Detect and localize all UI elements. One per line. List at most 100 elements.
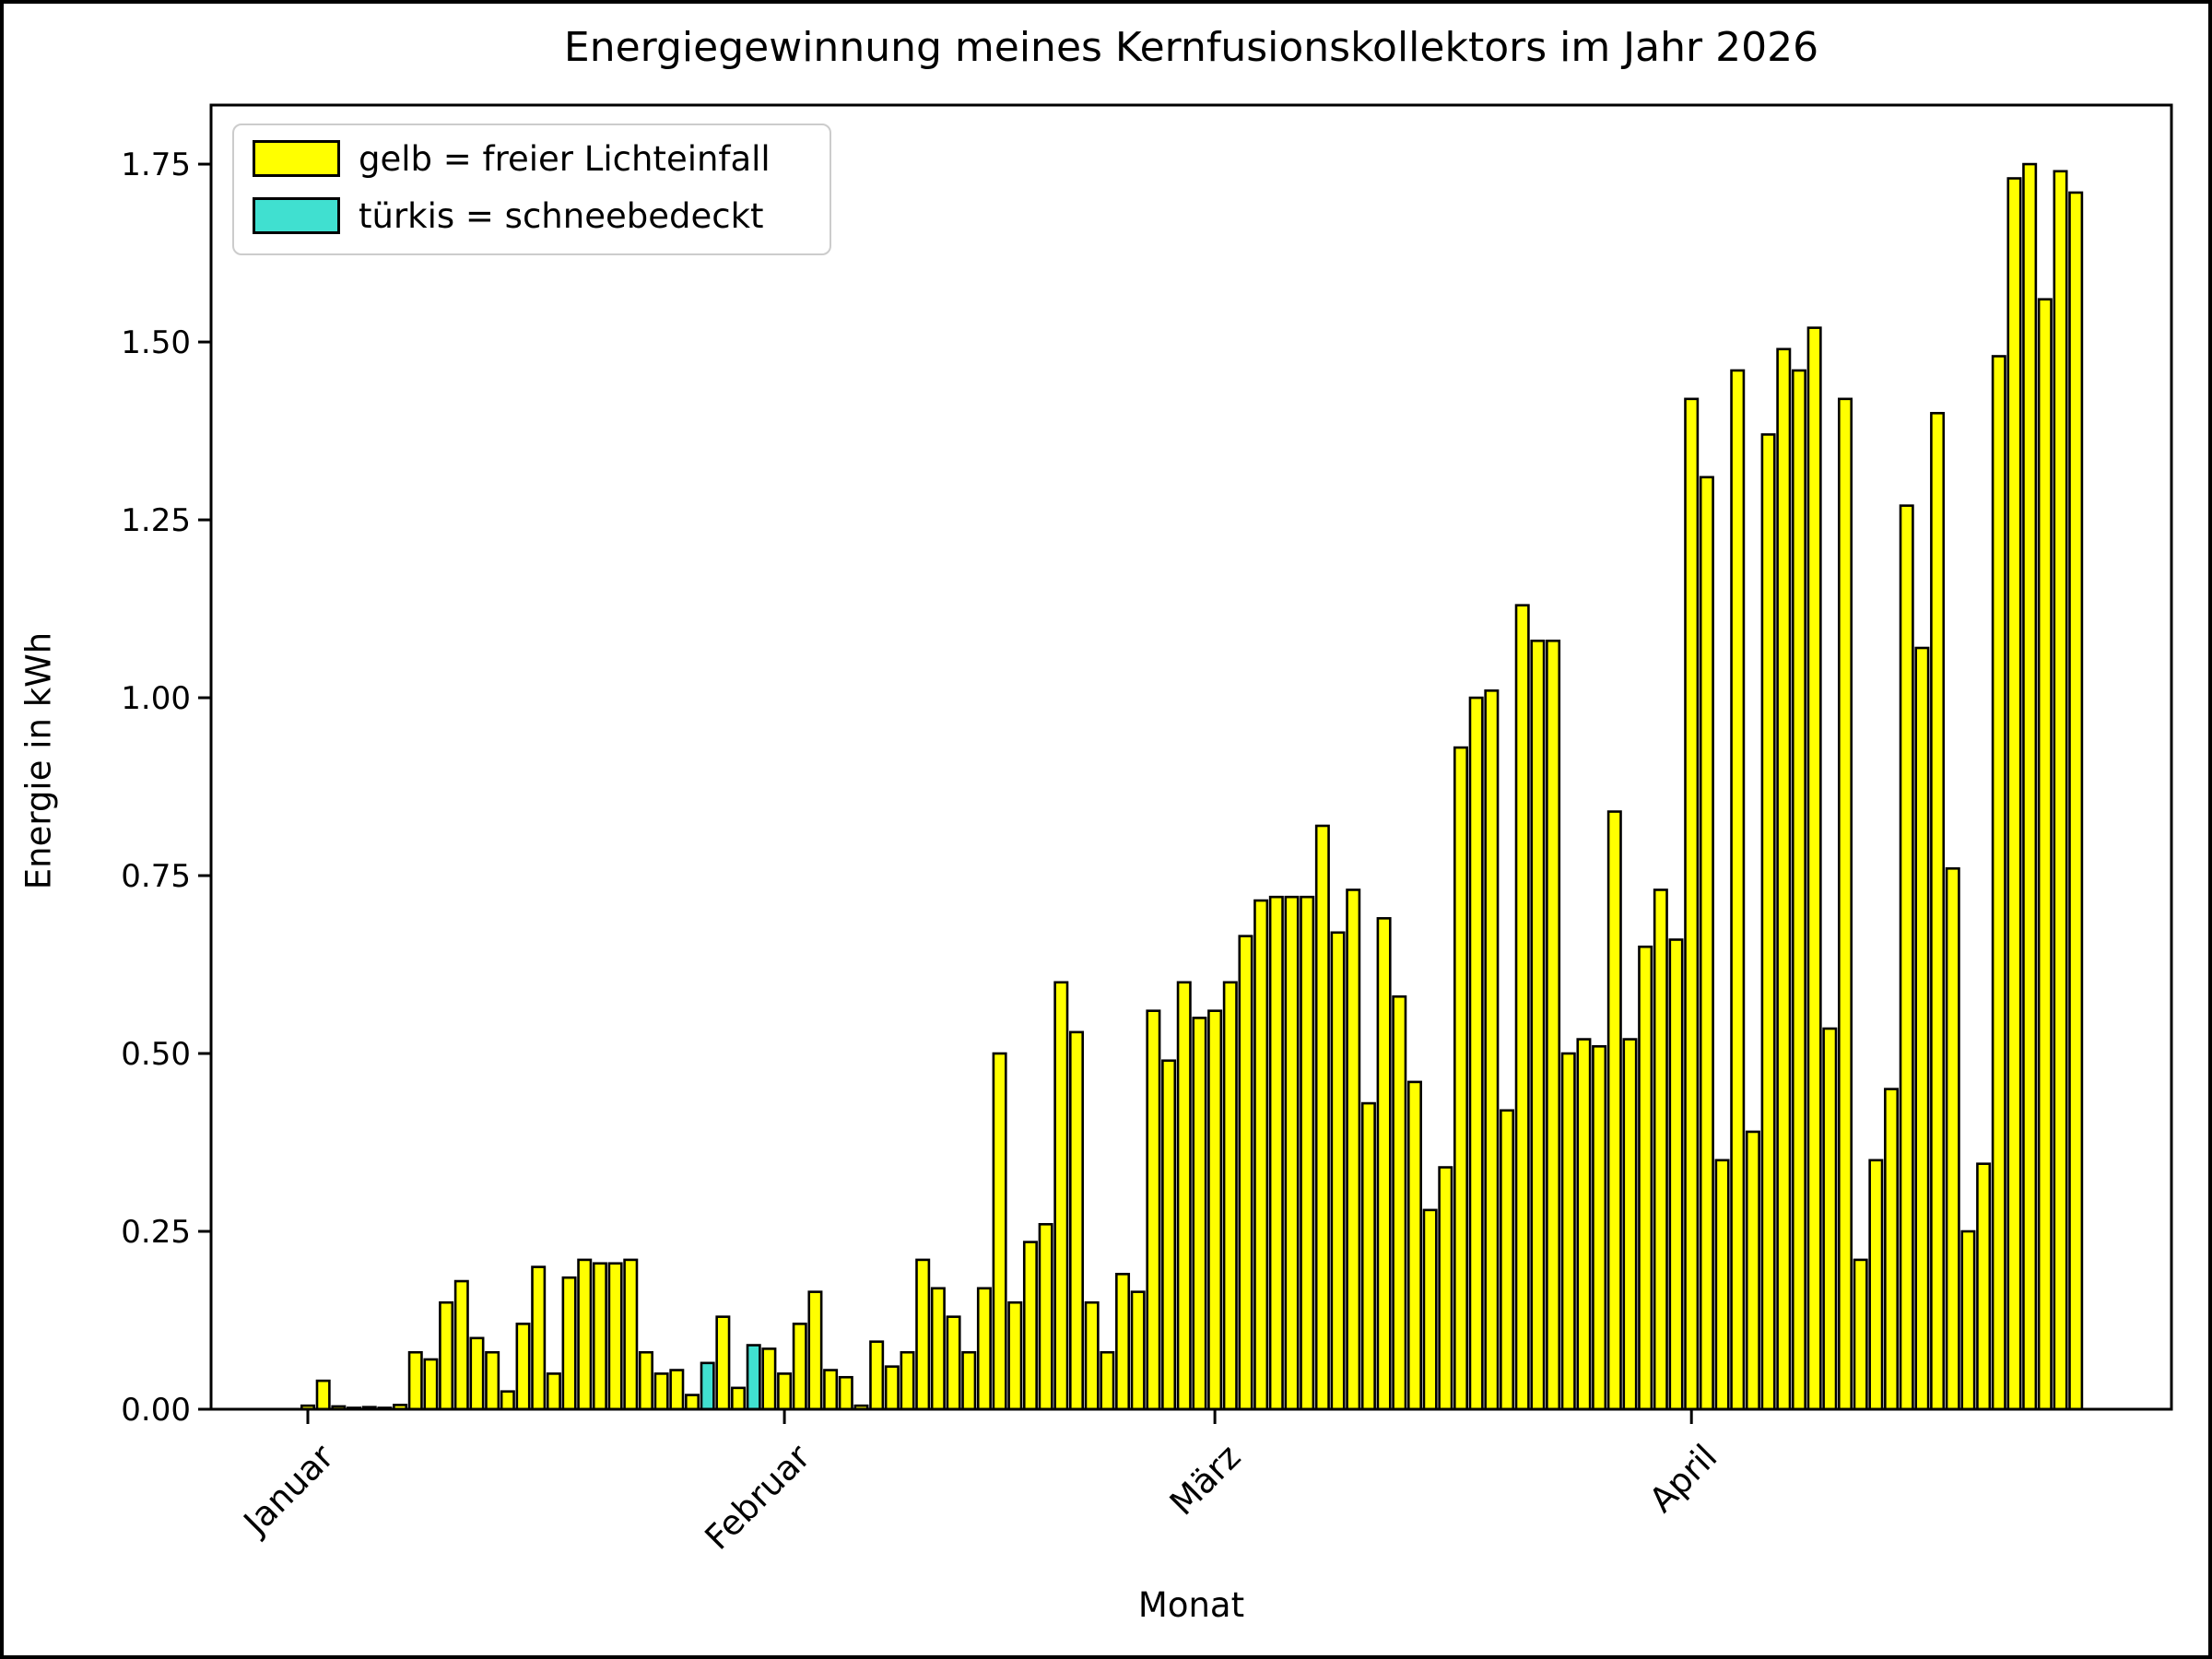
bar-day-55 xyxy=(1130,1290,1146,1411)
bar-day-109 xyxy=(1960,1230,1976,1411)
bar-day-98 xyxy=(1791,369,1806,1411)
bar-day-96 xyxy=(1760,433,1776,1411)
legend-swatch-turquoise-icon xyxy=(253,197,340,234)
axes-frame xyxy=(209,103,2173,1411)
bar-day-60 xyxy=(1207,1009,1223,1411)
bar-day-36 xyxy=(838,1375,853,1411)
bar-day-87 xyxy=(1622,1038,1638,1411)
x-tick-label-februar: Februar xyxy=(697,1437,818,1558)
bar-day-69 xyxy=(1346,888,1361,1411)
bar-day-85 xyxy=(1592,1045,1607,1411)
bar-day-86 xyxy=(1606,810,1622,1411)
bar-day-99 xyxy=(1806,326,1822,1411)
bar-day-90 xyxy=(1668,938,1684,1411)
y-tick-label: 1.25 xyxy=(121,502,191,539)
bar-day-18 xyxy=(561,1276,577,1411)
bar-day-112 xyxy=(2006,177,2022,1411)
bar-day-67 xyxy=(1314,824,1330,1411)
bar-day-72 xyxy=(1392,994,1407,1411)
bar-day-113 xyxy=(2022,162,2038,1411)
bar-day-17 xyxy=(546,1372,561,1411)
y-tick-label: 1.50 xyxy=(121,324,191,361)
bar-day-44 xyxy=(961,1350,977,1411)
bar-day-75 xyxy=(1438,1166,1453,1411)
bar-day-102 xyxy=(1853,1258,1868,1411)
bar-day-104 xyxy=(1884,1088,1900,1411)
bar-day-22 xyxy=(623,1258,639,1411)
bar-day-23 xyxy=(638,1350,653,1411)
y-tick-label: 0.00 xyxy=(121,1392,191,1429)
bar-day-9 xyxy=(423,1358,439,1411)
bar-day-77 xyxy=(1468,696,1484,1411)
bar-day-82 xyxy=(1546,639,1561,1411)
bar-day-52 xyxy=(1084,1300,1100,1411)
bar-day-89 xyxy=(1653,888,1668,1411)
bar-day-21 xyxy=(607,1262,623,1411)
bar-day-42 xyxy=(930,1287,946,1411)
legend: gelb = freier Lichteinfall türkis = schn… xyxy=(232,124,831,255)
bar-day-13 xyxy=(485,1350,500,1411)
bar-day-65 xyxy=(1284,895,1300,1411)
bar-day-59 xyxy=(1192,1017,1207,1411)
bar-day-12 xyxy=(469,1336,485,1411)
bar-day-46 xyxy=(992,1052,1007,1411)
bar-day-70 xyxy=(1360,1101,1376,1411)
bar-day-53 xyxy=(1100,1350,1115,1411)
y-tick-label: 0.75 xyxy=(121,858,191,895)
bar-day-107 xyxy=(1930,411,1946,1411)
bar-day-11 xyxy=(453,1279,469,1411)
bar-day-24 xyxy=(653,1372,669,1411)
bar-day-28 xyxy=(715,1315,731,1411)
bar-day-56 xyxy=(1146,1009,1161,1411)
bar-day-2 xyxy=(315,1379,331,1411)
bar-day-20 xyxy=(592,1262,607,1411)
bar-day-79 xyxy=(1500,1109,1515,1411)
legend-label-free-light: gelb = freier Lichteinfall xyxy=(359,138,771,179)
bar-day-45 xyxy=(976,1287,992,1411)
bar-day-108 xyxy=(1945,867,1960,1411)
bar-day-74 xyxy=(1422,1208,1438,1411)
bar-day-31 xyxy=(761,1347,777,1411)
bar-day-76 xyxy=(1453,746,1469,1411)
x-tick-label-januar: Januar xyxy=(236,1437,342,1543)
bar-day-34 xyxy=(807,1290,823,1411)
bar-day-38 xyxy=(869,1340,885,1411)
bar-day-29 xyxy=(731,1386,747,1411)
bar-day-100 xyxy=(1822,1027,1838,1411)
x-tick-label-märz: März xyxy=(1162,1437,1249,1524)
bar-day-103 xyxy=(1868,1159,1884,1411)
bar-day-27 xyxy=(700,1361,715,1411)
bar-day-39 xyxy=(884,1365,900,1411)
bar-day-43 xyxy=(946,1315,961,1411)
legend-label-snow-covered: türkis = schneebedeckt xyxy=(359,195,764,236)
y-tick-label: 1.75 xyxy=(121,147,191,183)
bar-day-63 xyxy=(1253,899,1269,1411)
bar-day-106 xyxy=(1914,646,1930,1411)
bar-day-94 xyxy=(1730,369,1746,1411)
bar-day-33 xyxy=(792,1323,807,1411)
bar-day-110 xyxy=(1976,1162,1992,1411)
bar-day-61 xyxy=(1222,981,1238,1411)
bar-day-16 xyxy=(531,1265,547,1411)
bar-day-95 xyxy=(1745,1130,1760,1411)
bar-day-114 xyxy=(2037,298,2053,1411)
bar-day-111 xyxy=(1991,355,2006,1411)
legend-item-snow-covered: türkis = schneebedeckt xyxy=(253,195,764,236)
bar-day-41 xyxy=(915,1258,931,1411)
bar-day-48 xyxy=(1022,1241,1038,1411)
bar-day-97 xyxy=(1776,347,1792,1411)
bar-day-26 xyxy=(684,1394,700,1411)
bar-day-25 xyxy=(669,1369,685,1411)
y-tick-label: 1.00 xyxy=(121,680,191,717)
bar-day-68 xyxy=(1330,931,1346,1411)
bar-day-116 xyxy=(2068,191,2084,1411)
bar-day-40 xyxy=(900,1350,915,1411)
bar-day-30 xyxy=(746,1344,761,1411)
bar-day-57 xyxy=(1161,1059,1177,1411)
bar-day-64 xyxy=(1268,895,1284,1411)
bar-day-66 xyxy=(1300,895,1315,1411)
plot-area: 0.00 0.25 0.50 0.75 1.00 1.25 1.50 1.75 xyxy=(121,103,2173,1429)
bar-day-93 xyxy=(1714,1159,1730,1411)
bar-day-88 xyxy=(1638,945,1653,1411)
